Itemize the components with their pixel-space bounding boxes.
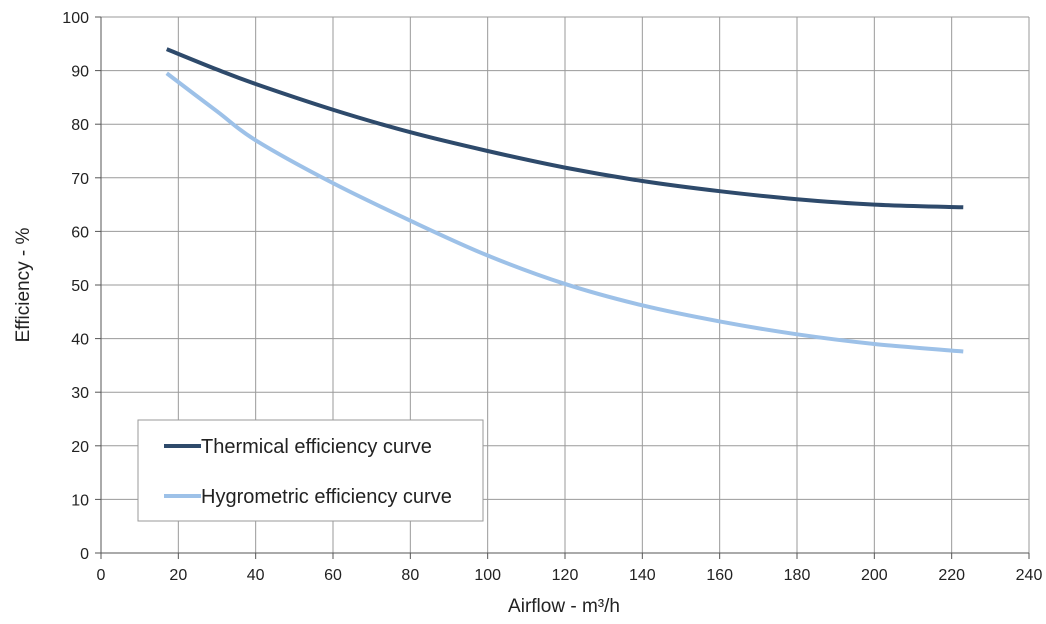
x-tick-label: 60 — [324, 567, 342, 584]
x-tick-label: 100 — [474, 567, 501, 584]
axes — [95, 16, 1030, 559]
y-tick-label: 30 — [71, 385, 89, 402]
x-tick-label: 140 — [629, 567, 656, 584]
y-tick-label: 40 — [71, 332, 89, 349]
legend-label-hygrometric: Hygrometric efficiency curve — [201, 486, 452, 508]
legend-label-thermical: Thermical efficiency curve — [201, 436, 432, 458]
x-tick-labels: 0 20 40 60 80 100 120 140 160 180 200 220 240 — [97, 567, 1043, 584]
x-axis-title: Airflow - m³/h — [508, 596, 620, 617]
series-line-thermical — [165, 47, 964, 210]
x-tick-label: 120 — [552, 567, 579, 584]
y-tick-label: 90 — [71, 64, 89, 81]
y-tick-label: 10 — [71, 492, 89, 509]
series-line-hygrometric — [165, 71, 964, 354]
series-lines — [165, 47, 964, 354]
x-tick-label: 80 — [401, 567, 419, 584]
x-tick-label: 240 — [1016, 567, 1043, 584]
x-tick-label: 160 — [706, 567, 733, 584]
y-tick-label: 70 — [71, 171, 89, 188]
legend-box — [137, 419, 484, 522]
y-tick-label: 0 — [80, 546, 89, 563]
y-tick-label: 100 — [62, 10, 89, 27]
y-axis-title: Efficiency - % — [13, 228, 34, 343]
y-tick-label: 80 — [71, 117, 89, 134]
x-tick-label: 20 — [169, 567, 187, 584]
x-tick-label: 0 — [97, 567, 106, 584]
legend: Thermical efficiency curve Hygrometric e… — [137, 419, 484, 522]
y-tick-labels: 0 10 20 30 40 50 60 70 80 90 100 — [62, 10, 89, 563]
y-tick-label: 20 — [71, 439, 89, 456]
x-tick-label: 220 — [938, 567, 965, 584]
y-tick-label: 60 — [71, 224, 89, 241]
x-tick-label: 200 — [861, 567, 888, 584]
x-tick-label: 180 — [784, 567, 811, 584]
x-tick-label: 40 — [247, 567, 265, 584]
y-tick-label: 50 — [71, 278, 89, 295]
